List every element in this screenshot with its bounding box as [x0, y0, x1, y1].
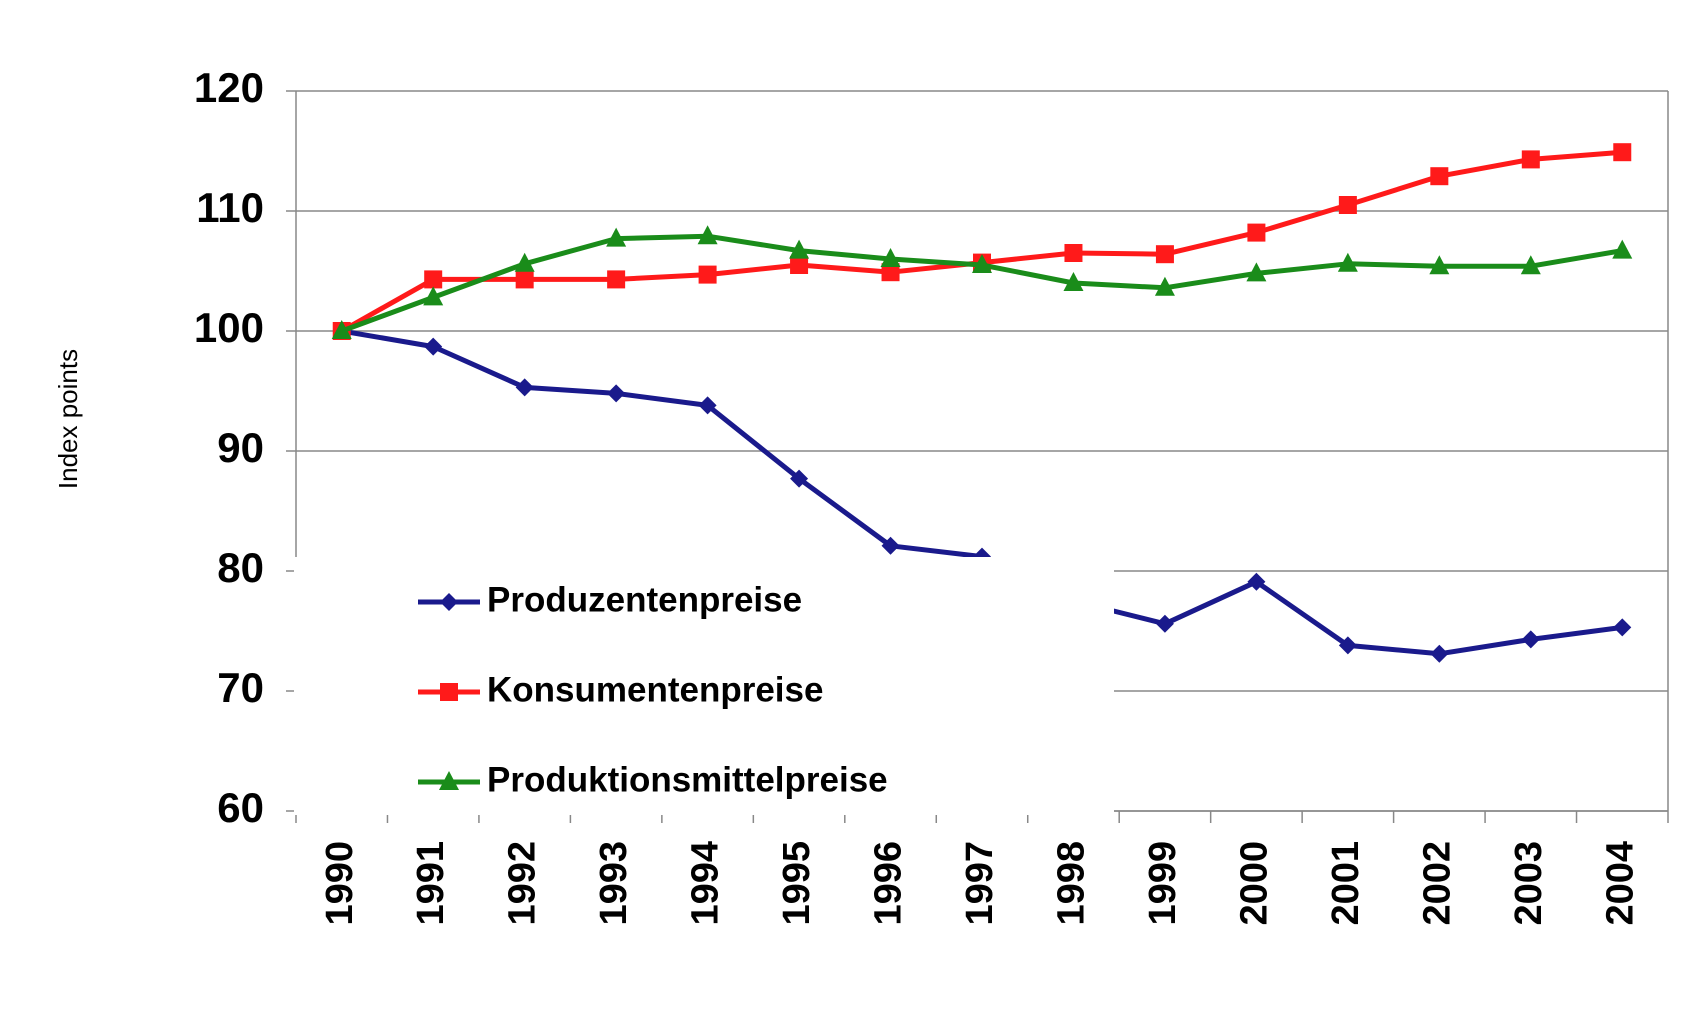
series-line — [340, 149, 1623, 334]
legend: Produzentenpreise Konsumentenpreise Produk… — [294, 557, 1114, 815]
marker — [1338, 636, 1357, 655]
marker — [1063, 272, 1084, 291]
y-tick-label: 90 — [217, 424, 264, 471]
marker — [331, 320, 352, 339]
marker — [697, 225, 718, 245]
marker — [1155, 245, 1174, 264]
legend-label: Produktionsmittelpreise — [487, 760, 888, 799]
marker — [698, 265, 717, 284]
marker — [1247, 223, 1266, 242]
y-tick-label: 60 — [217, 784, 264, 831]
marker — [1430, 644, 1449, 663]
x-tick-label: 2004 — [1599, 841, 1641, 926]
marker — [606, 227, 627, 247]
marker — [881, 536, 900, 555]
marker — [424, 270, 443, 289]
legend-label: Konsumentenpreise — [487, 670, 823, 709]
x-tick-label: 1991 — [410, 841, 452, 926]
marker — [880, 248, 901, 267]
marker — [1155, 614, 1174, 633]
x-tick-label: 1996 — [868, 841, 910, 926]
marker — [1246, 262, 1267, 282]
x-tick-label: 2001 — [1325, 841, 1367, 926]
x-tick-label: 2003 — [1508, 841, 1550, 926]
marker — [881, 263, 900, 282]
x-tick-label: 1992 — [502, 841, 544, 926]
marker — [1430, 167, 1449, 186]
marker — [515, 270, 534, 289]
marker — [439, 771, 459, 790]
x-tick-label: 2000 — [1233, 841, 1275, 926]
x-tick-label: 2002 — [1416, 841, 1458, 926]
marker — [1247, 572, 1266, 591]
x-tick-label: 1998 — [1050, 841, 1092, 926]
y-axis-label: Index points — [53, 349, 83, 489]
marker — [698, 396, 717, 415]
marker — [1613, 618, 1632, 637]
marker — [1613, 143, 1632, 162]
marker — [423, 286, 444, 306]
x-tick-label: 1997 — [959, 841, 1001, 926]
y-tick-label: 80 — [217, 544, 264, 591]
marker — [514, 252, 535, 272]
marker — [607, 384, 626, 403]
marker — [440, 593, 458, 611]
marker — [440, 683, 458, 701]
marker — [790, 256, 809, 274]
marker — [1429, 255, 1450, 275]
marker — [972, 254, 992, 273]
y-tick-label: 70 — [217, 664, 264, 711]
x-tick-label: 1994 — [685, 841, 727, 926]
marker — [1520, 255, 1541, 275]
marker — [607, 270, 626, 289]
marker — [790, 469, 809, 488]
marker — [1521, 630, 1540, 649]
legend-label: Produzentenpreise — [487, 580, 802, 619]
x-tick-label: 1993 — [593, 841, 635, 926]
y-tick-label: 110 — [196, 184, 264, 231]
x-tick-label: 1990 — [319, 841, 361, 926]
x-tick-label: 1999 — [1142, 841, 1184, 926]
marker — [789, 239, 810, 259]
x-tick-label: 1995 — [776, 841, 818, 926]
marker — [1338, 196, 1357, 214]
marker — [515, 378, 534, 397]
series-line — [340, 233, 1623, 334]
y-tick-label: 100 — [194, 304, 264, 351]
marker — [1064, 244, 1083, 262]
marker — [424, 337, 443, 356]
marker — [1521, 150, 1540, 169]
marker — [1612, 239, 1633, 259]
y-tick-label: 120 — [194, 64, 264, 111]
marker — [1337, 252, 1358, 272]
marker — [1154, 276, 1175, 296]
